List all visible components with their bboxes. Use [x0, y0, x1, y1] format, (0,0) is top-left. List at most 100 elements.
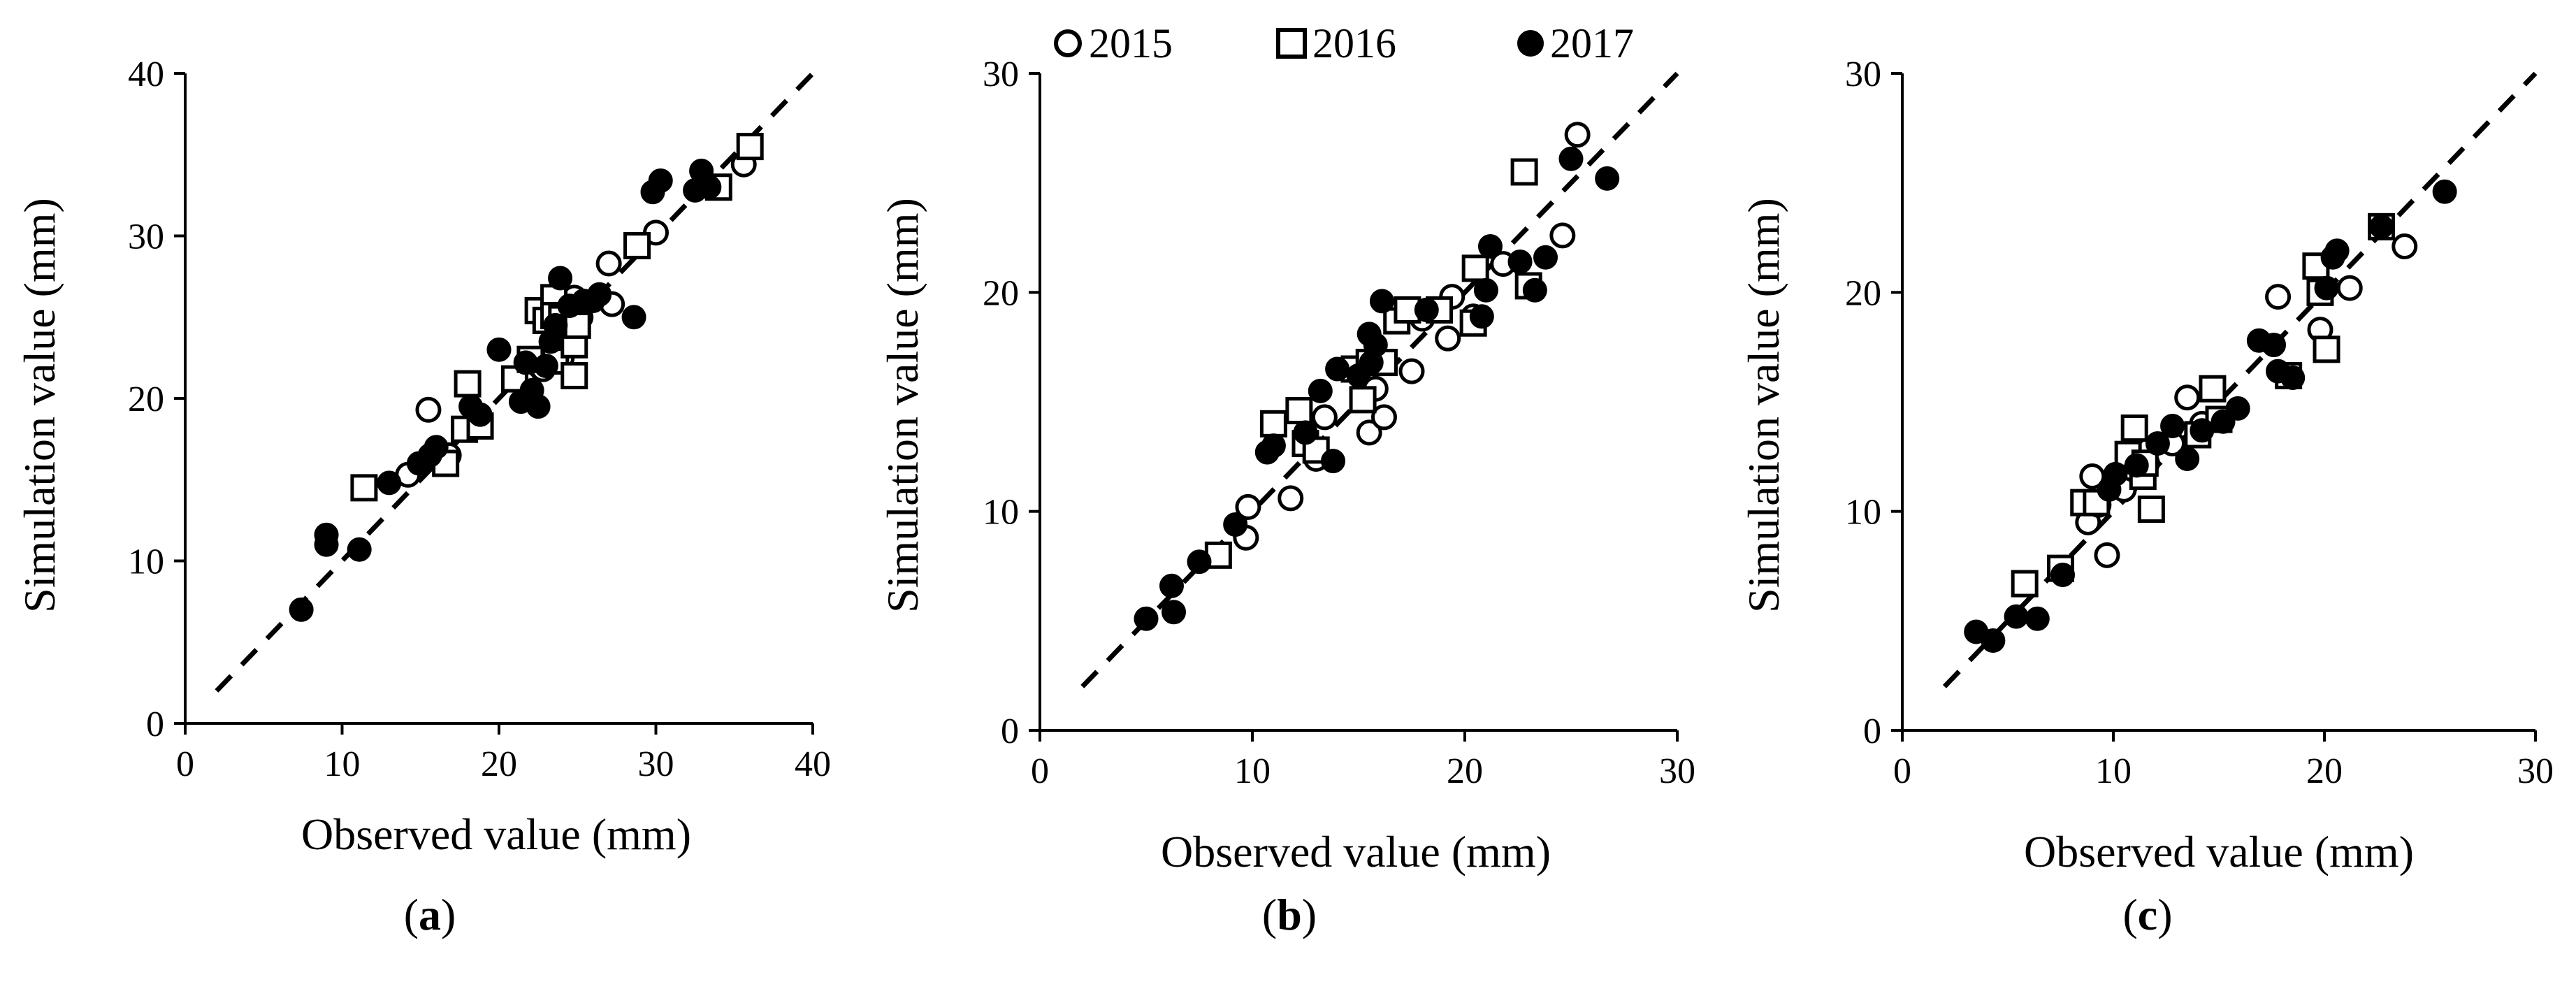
point-b-2017-8	[1308, 378, 1333, 403]
point-a-2016-16	[623, 231, 651, 259]
point-c-2017-20	[2324, 238, 2350, 263]
point-b-2017-2	[1162, 600, 1187, 625]
point-a-2017-12	[513, 350, 538, 375]
point-c-2017-22	[2432, 179, 2457, 204]
legend-marker-2017	[1517, 30, 1544, 57]
point-a-2017-25	[648, 168, 673, 193]
legend: 2015 2016 2017	[1054, 20, 1634, 66]
point-b-2015-5	[1356, 419, 1382, 446]
y-tick-label-a-2: 20	[128, 380, 164, 419]
point-b-2017-24	[1595, 166, 1620, 191]
legend-marker-2015	[1054, 29, 1082, 57]
point-b-2017-22	[1533, 245, 1558, 270]
point-c-2015-13	[2392, 233, 2418, 260]
legend-label-2015: 2015	[1089, 20, 1173, 66]
point-b-2016-14	[1510, 158, 1538, 186]
x-tick-label-b-3: 30	[1659, 751, 1695, 791]
point-b-2016-6	[1349, 386, 1377, 414]
y-tick-label-b-3: 30	[983, 55, 1019, 94]
point-c-2017-3	[2025, 606, 2050, 631]
y-axis-label-c: Simulation value (mm)	[1739, 198, 1788, 613]
x-axis-label-c: Observed value (mm)	[2024, 827, 2414, 876]
point-c-2017-13	[2225, 396, 2250, 421]
point-a-2016-18	[736, 133, 764, 161]
point-c-2017-9	[2160, 413, 2185, 438]
point-c-2017-4	[2050, 563, 2076, 588]
point-c-2017-10	[2175, 446, 2200, 471]
point-b-2017-23	[1558, 146, 1584, 171]
point-b-2017-14	[1363, 333, 1388, 358]
point-a-2015-1	[415, 396, 442, 423]
point-c-2016-10	[2199, 375, 2227, 403]
x-tick-label-c-2: 20	[2306, 751, 2343, 791]
y-tick-label-b-0: 0	[1001, 712, 1019, 751]
point-a-2017-3	[347, 537, 372, 562]
point-b-2015-4	[1311, 404, 1338, 431]
y-tick-label-b-2: 20	[983, 273, 1019, 313]
point-c-2015-8	[2174, 384, 2201, 411]
point-a-2017-14	[526, 394, 551, 419]
point-a-2017-15	[533, 354, 558, 378]
legend-label-2016: 2016	[1312, 20, 1396, 66]
point-a-2016-13	[560, 361, 588, 389]
point-c-2017-7	[2124, 453, 2149, 478]
y-tick-label-c-1: 10	[1845, 493, 1881, 533]
point-c-2015-12	[2336, 275, 2363, 301]
y-tick-label-b-1: 10	[983, 493, 1019, 533]
point-c-2017-15	[2262, 333, 2287, 358]
panel-label-a: (a)	[404, 890, 456, 939]
x-tick-label-a-3: 30	[638, 744, 674, 784]
point-b-2015-10	[1435, 325, 1461, 352]
point-c-2017-18	[2314, 275, 2339, 301]
point-b-2017-19	[1477, 234, 1503, 259]
point-b-2015-8	[1398, 358, 1425, 384]
y-axis-label-a: Simulation value (mm)	[15, 198, 64, 613]
reference-line-c	[1942, 71, 2538, 688]
point-b-2017-16	[1414, 297, 1439, 322]
point-a-2017-23	[621, 305, 646, 330]
point-b-2015-1	[1235, 493, 1261, 520]
legend-marker-2016	[1276, 28, 1307, 59]
y-tick-label-a-1: 10	[128, 542, 164, 582]
x-tick-label-b-1: 10	[1234, 751, 1271, 791]
x-tick-label-a-2: 20	[481, 744, 517, 784]
plot-area-b: 0 10 20 30 0 10 20 30	[983, 55, 1695, 791]
point-a-2017-4	[377, 470, 402, 496]
x-tick-label-a-4: 40	[795, 744, 831, 784]
panel-label-b: (b)	[1262, 890, 1317, 939]
point-b-2017-18	[1473, 277, 1498, 303]
x-tick-label-c-3: 30	[2517, 751, 2554, 791]
point-c-2017-17	[2280, 366, 2306, 391]
chart-panel-c: 0 10 20 30 0 10 20 30 Simulation value (mm) Obs…	[1739, 55, 2554, 939]
point-b-2017-9	[1321, 449, 1346, 474]
point-a-2017-18	[548, 266, 573, 291]
point-a-2017-9	[468, 402, 493, 427]
point-a-2017-28	[697, 175, 722, 200]
x-axis-label-a: Observed value (mm)	[301, 809, 691, 859]
y-tick-label-a-3: 30	[128, 217, 164, 257]
point-a-2017-7	[424, 435, 449, 460]
point-b-2015-15	[1564, 122, 1591, 148]
point-b-2015-2	[1278, 485, 1304, 512]
point-a-2016-0	[350, 474, 378, 502]
point-b-2017-0	[1134, 606, 1159, 631]
point-c-2016-8	[2137, 496, 2165, 524]
point-b-2016-1	[1259, 410, 1287, 438]
x-tick-label-b-0: 0	[1031, 751, 1049, 791]
point-b-2017-15	[1369, 289, 1394, 314]
y-tick-label-a-0: 0	[146, 705, 164, 744]
chart-panel-a: 0 10 20 30 40 0 10 20 30 40 Simulation value (mm)…	[15, 55, 831, 939]
point-c-2015-3	[2094, 542, 2120, 568]
point-c-2017-21	[2369, 214, 2394, 239]
chart-panel-b: 0 10 20 30 0 10 20 30 Simulation value (mm) Obs…	[878, 55, 1695, 939]
y-tick-label-c-0: 0	[1863, 712, 1881, 751]
point-a-2017-0	[289, 597, 314, 622]
point-c-2016-5	[2120, 414, 2148, 442]
point-a-2017-10	[486, 337, 512, 362]
y-tick-label-a-4: 40	[128, 55, 164, 94]
point-b-2017-17	[1469, 304, 1494, 329]
point-a-2015-10	[595, 250, 622, 277]
point-c-2016-15	[2313, 335, 2340, 363]
x-tick-label-c-0: 0	[1893, 751, 1911, 791]
